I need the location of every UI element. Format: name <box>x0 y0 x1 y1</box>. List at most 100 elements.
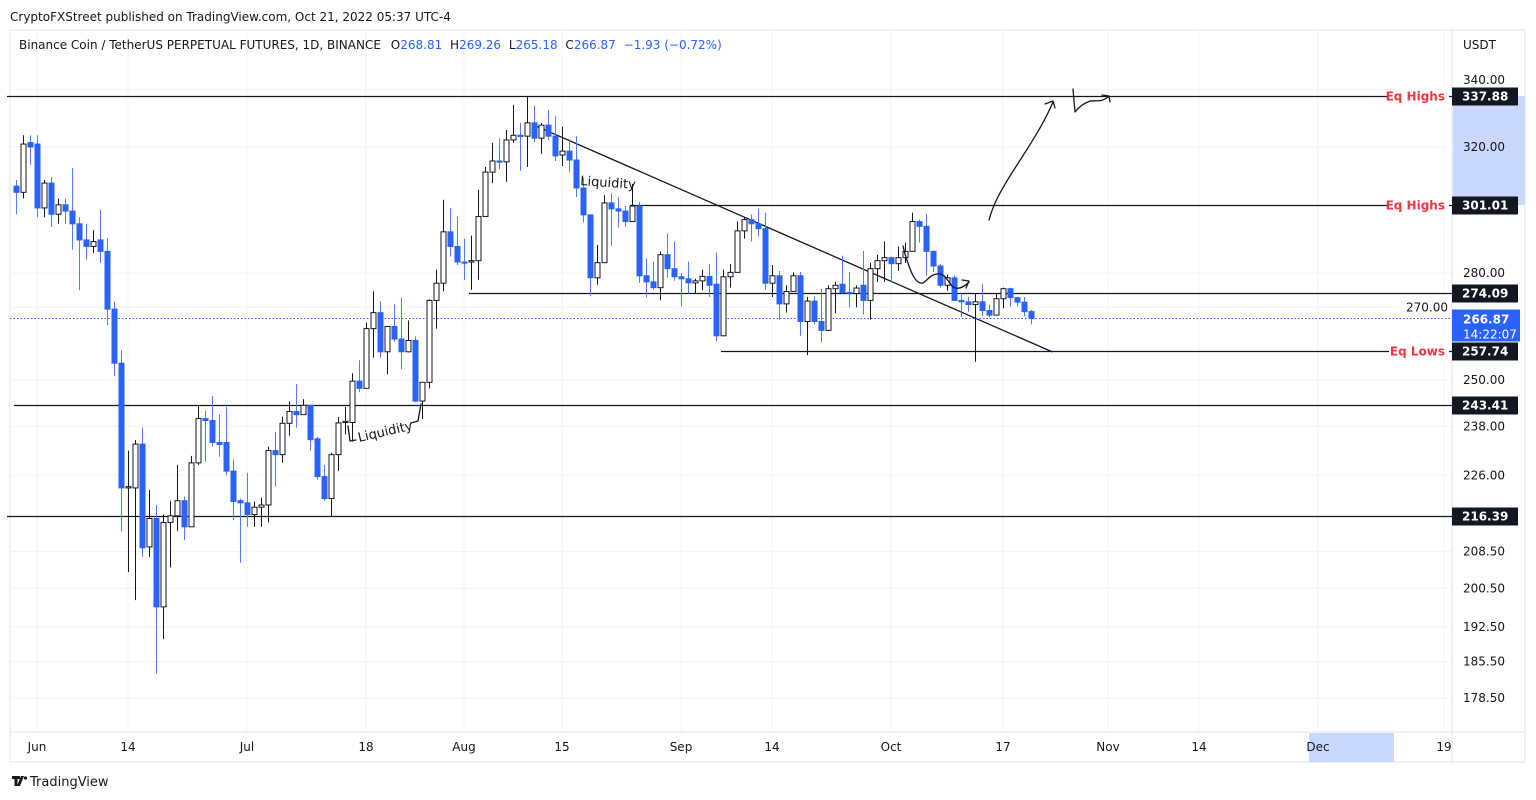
candle <box>62 198 69 224</box>
candle-body-bullish <box>881 257 888 262</box>
candle-body-bullish <box>489 160 496 173</box>
candle <box>69 167 76 250</box>
squiggle-arrow-drawing[interactable] <box>1072 88 1109 113</box>
candle <box>461 238 468 280</box>
candle <box>993 293 1000 316</box>
candle <box>615 196 622 228</box>
arrowhead-icon <box>1044 100 1056 109</box>
candle <box>118 350 125 532</box>
candle <box>160 514 167 640</box>
x-tick-label: 15 <box>554 740 569 754</box>
candle <box>97 209 104 263</box>
candle-body-bullish <box>475 215 482 262</box>
candle <box>888 256 895 282</box>
candle-body-bearish <box>930 250 937 267</box>
candle-body-bullish <box>146 517 153 548</box>
candle <box>342 406 349 435</box>
candle <box>636 201 643 283</box>
candle <box>909 212 916 252</box>
candle <box>874 254 881 282</box>
candle-body-bullish <box>790 275 797 292</box>
candle-body-bearish <box>650 281 657 289</box>
candle <box>1021 296 1028 317</box>
candle <box>20 135 27 199</box>
candle-body-bullish <box>909 221 916 252</box>
candle-body-bullish <box>727 271 734 278</box>
candle <box>573 136 580 197</box>
candle-body-bearish <box>916 221 923 227</box>
y-tick-label: 238.00 <box>1463 419 1505 433</box>
candles <box>13 97 1035 674</box>
candle-body-bullish <box>300 404 307 416</box>
candle <box>608 193 615 246</box>
candle-body-bullish <box>41 182 48 209</box>
candle-body-bearish <box>34 143 41 209</box>
candle-body-bearish <box>356 380 363 389</box>
candle-body-bearish <box>1007 288 1014 299</box>
candle-body-bearish <box>846 291 853 295</box>
time-axis[interactable]: Jun 14 Jul 18 Aug 15 Sep 14 Oct 17 Nov 14 Dec 19 <box>27 740 1452 754</box>
symbol-legend[interactable]: Binance Coin / TetherUS PERPETUAL FUTURE… <box>19 38 722 52</box>
level-label-bg <box>1389 197 1449 214</box>
candle <box>300 399 307 416</box>
candle-body-bullish <box>265 450 272 506</box>
candle-body-bullish <box>559 150 566 156</box>
candle <box>734 221 741 273</box>
change-value: −1.93 (−0.72%) <box>624 38 722 52</box>
descending-trendline[interactable] <box>533 124 1053 353</box>
open-label: O <box>391 38 400 52</box>
y-tick-label: 320.00 <box>1463 140 1505 154</box>
candle-body-bullish <box>944 277 951 286</box>
candle <box>923 213 930 276</box>
candle <box>496 138 503 170</box>
candle-body-bearish <box>888 257 895 265</box>
candle <box>384 325 391 375</box>
candle-body-bullish <box>503 139 510 163</box>
candle <box>762 212 769 290</box>
candle <box>720 269 727 337</box>
candle-body-bearish <box>678 276 685 280</box>
candle <box>706 263 713 297</box>
tradingview-logo[interactable]: TradingView <box>12 775 109 790</box>
candle <box>825 285 832 331</box>
last-price-badge-bg <box>1452 309 1520 342</box>
candle <box>937 263 944 288</box>
x-tick-label: 14 <box>764 740 779 754</box>
liquidity-label: Liquidity <box>580 174 637 193</box>
candle-body-bullish <box>90 241 97 247</box>
brand-name: TradingView <box>29 775 109 790</box>
candle-body-bearish <box>986 310 993 316</box>
candle <box>860 251 867 315</box>
candle-body-bullish <box>741 219 748 232</box>
candle <box>1028 309 1035 325</box>
candle <box>489 142 496 184</box>
candle-body-bullish <box>825 288 832 331</box>
candle-body-bullish <box>440 231 447 284</box>
breakout-arrow-drawing[interactable] <box>988 101 1054 221</box>
price-axis[interactable]: 340.00 320.00 280.00 270.00 250.00 238.00 226.… <box>1398 73 1505 705</box>
projected-path-drawing[interactable] <box>902 245 970 289</box>
candle-body-bearish <box>748 219 755 225</box>
y-tick-label: 226.00 <box>1463 468 1505 482</box>
candle <box>818 288 825 343</box>
candle <box>664 233 671 278</box>
x-tick-label: 18 <box>358 740 373 754</box>
candle-body-bearish <box>580 187 587 216</box>
candle <box>783 285 790 313</box>
candle-body-bearish <box>398 338 405 353</box>
level-price-value: 216.39 <box>1462 510 1508 524</box>
candle <box>391 303 398 342</box>
candle <box>216 414 223 457</box>
candle-body-bearish <box>230 470 237 503</box>
y-tick-label: 178.50 <box>1463 691 1505 705</box>
candle <box>83 223 90 260</box>
candle-body-bullish <box>188 462 195 528</box>
published-caption: CryptoFXStreet published on TradingView.… <box>10 10 451 24</box>
symbol-name: Binance Coin / TetherUS PERPETUAL FUTURE… <box>19 38 381 52</box>
candle <box>377 301 384 358</box>
close-value: 266.87 <box>574 38 616 52</box>
candle <box>447 207 454 257</box>
candle <box>671 241 678 281</box>
candle <box>846 272 853 308</box>
